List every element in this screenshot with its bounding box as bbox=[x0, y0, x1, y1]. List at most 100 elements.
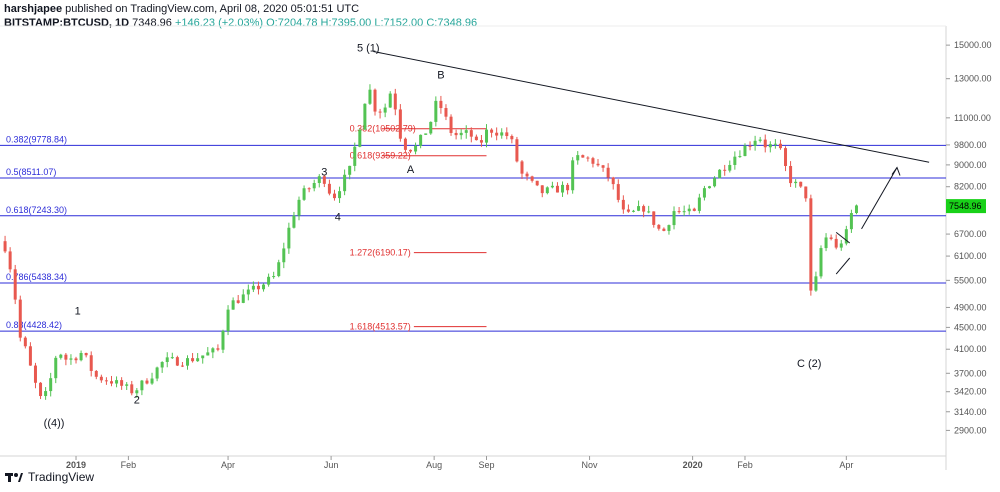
candle-body bbox=[408, 149, 412, 152]
candle-body bbox=[819, 248, 823, 277]
candle-body bbox=[794, 181, 798, 184]
price-tick-label: 13000.00 bbox=[954, 74, 992, 84]
candle-body bbox=[545, 187, 549, 194]
candle-body bbox=[94, 370, 98, 377]
candle-body bbox=[272, 276, 276, 278]
candle-body bbox=[834, 238, 838, 248]
candle-body bbox=[74, 358, 78, 361]
candle-body bbox=[23, 337, 27, 347]
candle-body bbox=[525, 173, 529, 177]
candle-body bbox=[120, 380, 124, 386]
candle-body bbox=[515, 139, 519, 162]
candle-body bbox=[753, 140, 757, 146]
candle-body bbox=[809, 198, 813, 291]
candle-body bbox=[186, 358, 190, 366]
candle-body bbox=[348, 165, 352, 175]
candle-body bbox=[778, 143, 782, 149]
triangle-lower-line bbox=[835, 257, 851, 275]
candle-body bbox=[297, 199, 301, 216]
price-tick-label: 3140.00 bbox=[954, 407, 987, 417]
candle-body bbox=[631, 210, 635, 212]
fib-extension-label: 0.382(10502.79) bbox=[350, 124, 416, 134]
candle-body bbox=[424, 133, 428, 135]
candle-body bbox=[414, 145, 418, 152]
candle-body bbox=[64, 354, 68, 360]
candle-body bbox=[302, 188, 306, 200]
candle-body bbox=[398, 109, 402, 139]
time-tick-label: Feb bbox=[737, 460, 753, 470]
time-tick-label: Apr bbox=[221, 460, 235, 470]
tradingview-logo-icon bbox=[5, 473, 23, 482]
candle-body bbox=[322, 176, 326, 184]
candle-body bbox=[8, 251, 12, 270]
price-tick-label: 4500.00 bbox=[954, 322, 987, 332]
candle-body bbox=[18, 299, 22, 338]
candle-body bbox=[287, 227, 291, 249]
candle-body bbox=[89, 355, 93, 371]
candle-body bbox=[109, 381, 113, 384]
price-tick-label: 4900.00 bbox=[954, 302, 987, 312]
candle-body bbox=[378, 111, 382, 113]
candle-body bbox=[763, 139, 767, 148]
candle-body bbox=[647, 211, 651, 213]
candle-body bbox=[839, 243, 843, 248]
time-tick-label: Sep bbox=[479, 460, 495, 470]
publish-info: harshjapee published on TradingView.com,… bbox=[4, 3, 359, 15]
candle-body bbox=[28, 346, 32, 366]
candle-body bbox=[718, 169, 722, 179]
candle-body bbox=[626, 209, 630, 212]
price-tick-label: 11000.00 bbox=[954, 113, 991, 123]
candle-body bbox=[327, 183, 331, 194]
candle-body bbox=[814, 276, 818, 291]
time-tick-label: 2020 bbox=[683, 460, 703, 470]
candle-body bbox=[267, 276, 271, 285]
candle-body bbox=[657, 224, 661, 229]
candle-body bbox=[469, 130, 473, 137]
candle-body bbox=[236, 300, 240, 303]
candle-body bbox=[748, 145, 752, 147]
candle-body bbox=[343, 174, 347, 192]
candle-body bbox=[677, 211, 681, 213]
candle-body bbox=[697, 197, 701, 211]
candle-body bbox=[44, 391, 48, 397]
candle-body bbox=[566, 184, 570, 191]
publisher-name[interactable]: harshjapee bbox=[4, 3, 63, 15]
candle-body bbox=[368, 89, 372, 104]
candle-body bbox=[505, 132, 509, 137]
wave-label: C (2) bbox=[797, 358, 821, 370]
candle-body bbox=[758, 139, 762, 141]
wave-label: B bbox=[437, 70, 444, 82]
candle-body bbox=[611, 177, 615, 185]
candle-body bbox=[804, 186, 808, 199]
candle-body bbox=[33, 365, 37, 383]
candle-body bbox=[606, 167, 610, 178]
tradingview-brand[interactable]: TradingView bbox=[28, 470, 95, 484]
time-tick-label: Jun bbox=[324, 460, 339, 470]
time-tick-label: Nov bbox=[582, 460, 599, 470]
price-tick-label: 8200.00 bbox=[954, 182, 987, 192]
candle-body bbox=[3, 241, 7, 252]
candle-body bbox=[13, 269, 17, 300]
candle-body bbox=[84, 352, 88, 356]
candle-body bbox=[201, 355, 205, 359]
price-tick-label: 9800.00 bbox=[954, 140, 987, 150]
candle-body bbox=[444, 108, 448, 117]
price-tick-label: 3700.00 bbox=[954, 368, 987, 378]
candle-body bbox=[581, 155, 585, 158]
candle-body bbox=[358, 129, 362, 147]
candle-body bbox=[799, 181, 803, 187]
candle-body bbox=[637, 206, 641, 211]
candle-body bbox=[464, 130, 468, 133]
candle-body bbox=[723, 169, 727, 171]
candle-body bbox=[277, 262, 281, 277]
candle-body bbox=[99, 376, 103, 381]
current-price-tag bbox=[946, 199, 986, 214]
candle-body bbox=[434, 100, 438, 122]
projection-arrowhead bbox=[891, 166, 901, 176]
candle-body bbox=[702, 188, 706, 198]
candle-body bbox=[419, 134, 423, 146]
price-tick-label: 3420.00 bbox=[954, 387, 987, 397]
candle-body bbox=[262, 284, 266, 290]
candle-body bbox=[784, 148, 788, 166]
